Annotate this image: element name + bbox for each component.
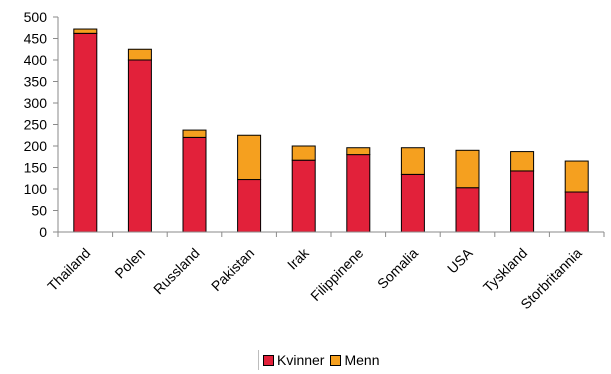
legend-swatch-kvinner xyxy=(263,354,274,366)
bar-menn-filippinene xyxy=(346,147,371,156)
y-tick-label: 400 xyxy=(24,52,48,68)
x-category-label: Filippinene xyxy=(307,245,366,304)
bar-kvinner-irak xyxy=(291,159,316,233)
y-tick-label: 0 xyxy=(39,224,47,240)
legend-label-kvinner: Kvinner xyxy=(277,352,325,368)
bar-menn-thailand xyxy=(73,28,98,34)
x-category-label: USA xyxy=(444,244,476,276)
bar-kvinner-thailand xyxy=(73,32,98,233)
legend-label-menn: Menn xyxy=(344,352,380,368)
bar-menn-storbritannia xyxy=(564,160,589,193)
bar-kvinner-tyskland xyxy=(510,170,535,233)
bar-kvinner-pakistan xyxy=(237,179,262,233)
x-category-label: Irak xyxy=(284,244,313,273)
y-tick-label: 500 xyxy=(24,9,48,25)
y-tick-label: 50 xyxy=(31,203,47,219)
y-tick-label: 300 xyxy=(24,95,48,111)
y-tick-label: 450 xyxy=(24,31,48,47)
x-category-label: Polen xyxy=(111,245,148,282)
bar-menn-tyskland xyxy=(510,151,535,172)
bar-kvinner-usa xyxy=(455,187,480,233)
legend-swatch-menn xyxy=(330,354,342,366)
x-category-label: Thailand xyxy=(44,245,93,294)
y-tick-label: 350 xyxy=(24,74,48,90)
x-category-label: Tyskland xyxy=(480,245,530,295)
bar-kvinner-filippinene xyxy=(346,154,371,233)
bar-menn-irak xyxy=(291,145,316,161)
y-tick-label: 150 xyxy=(24,160,48,176)
bar-kvinner-polen xyxy=(127,59,152,233)
bar-menn-pakistan xyxy=(237,134,262,181)
legend-item-menn: Menn xyxy=(330,352,380,368)
bar-menn-polen xyxy=(127,48,152,61)
legend: Kvinner Menn xyxy=(258,349,386,371)
y-tick-label: 100 xyxy=(24,181,48,197)
legend-item-kvinner: Kvinner xyxy=(263,352,324,368)
bar-kvinner-russland xyxy=(182,136,207,233)
x-category-label: Pakistan xyxy=(208,245,257,294)
y-tick-label: 200 xyxy=(24,138,48,154)
bar-menn-russland xyxy=(182,129,207,138)
bar-menn-usa xyxy=(455,149,480,189)
bar-kvinner-storbritannia xyxy=(564,191,589,233)
legend-separator xyxy=(258,350,259,370)
bar-kvinner-somalia xyxy=(400,173,425,233)
bar-menn-somalia xyxy=(400,147,425,175)
x-category-label: Russland xyxy=(150,245,203,298)
y-tick-label: 250 xyxy=(24,117,48,133)
x-category-label: Somalia xyxy=(374,245,421,292)
